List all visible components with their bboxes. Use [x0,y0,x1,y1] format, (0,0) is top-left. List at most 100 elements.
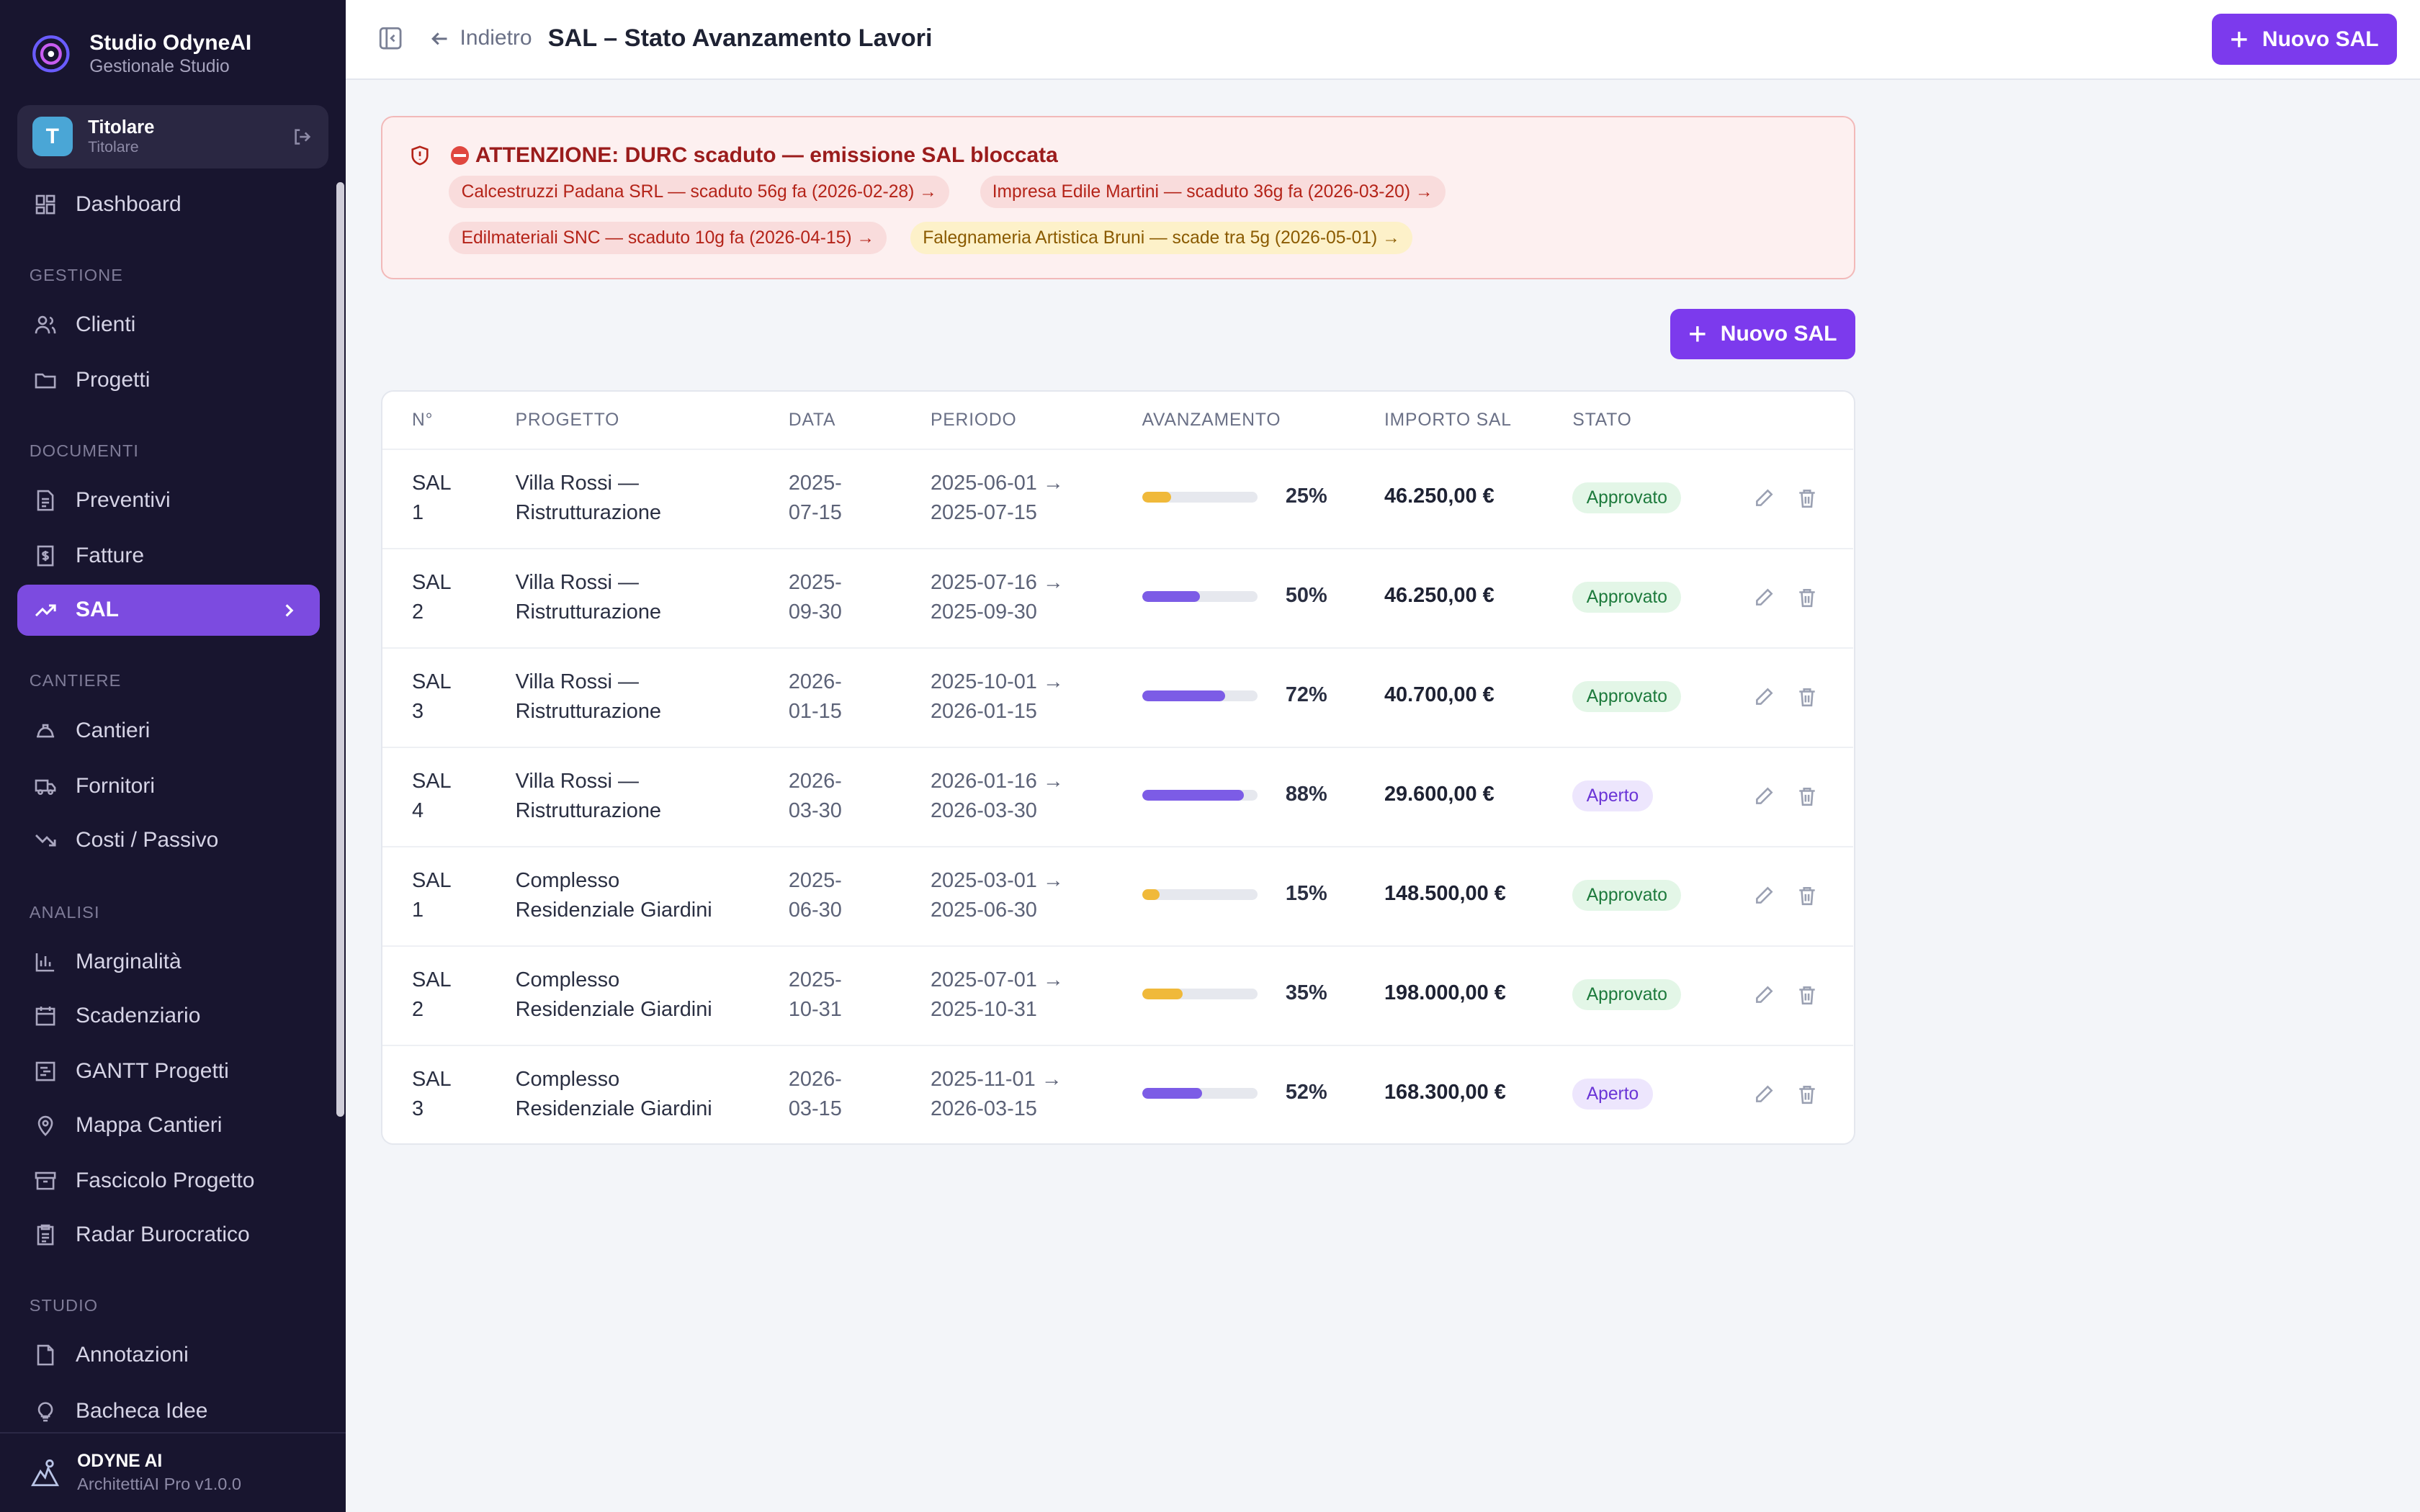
sal-number: SAL 3 [412,667,452,726]
table-row[interactable]: SAL 4 Villa Rossi — Ristrutturazione 2026- 03… [382,747,1854,845]
status-badge: Approvato [1572,582,1682,613]
hard-hat-icon [37,724,55,737]
sidebar-item-gantt[interactable]: GANTT Progetti [17,1046,320,1097]
plus-icon [2231,31,2247,48]
new-sal-button[interactable]: Nuovo SAL [1670,308,1855,360]
sidebar-scrollbar[interactable] [336,181,344,1117]
durc-chip-calcestruzzi[interactable]: Calcestruzzi Padana SRL — scaduto 56g fa… [449,176,949,209]
status-badge: Approvato [1572,880,1682,912]
delete-icon[interactable] [1796,1084,1818,1105]
logout-icon[interactable] [292,126,313,148]
progress-percent: 88% [1285,782,1327,806]
sidebar-item-label: Fatture [75,544,145,568]
sal-date: 2026- 03-15 [789,1065,842,1123]
delete-icon[interactable] [1796,686,1818,708]
project-name-line2: Ristrutturazione [515,798,661,822]
sal-period-end: 2025-07-15 [930,500,1037,524]
section-label-gestione: GESTIONE [29,265,124,284]
sal-amount: 148.500,00 € [1384,881,1506,905]
progress-percent: 52% [1285,1080,1327,1104]
odyne-logo-icon [30,1459,59,1486]
column-header-data: DATA [788,410,836,430]
sidebar: Studio OdyneAI Gestionale Studio T Titol… [0,0,346,1512]
durc-chip-martini[interactable]: Impresa Edile Martini — scaduto 36g fa (… [980,176,1446,209]
table-row[interactable]: SAL 3 Villa Rossi — Ristrutturazione 2026- 01… [382,647,1854,746]
project-name: Villa Rossi — Ristrutturazione [516,469,661,527]
sal-number-value: 2 [411,600,424,624]
delete-icon[interactable] [1796,786,1818,807]
sidebar-item-clienti[interactable]: Clienti [17,300,320,351]
sal-period: 2025-11-01 → 2026-03-15 [931,1065,1062,1123]
sidebar-item-fascicolo[interactable]: Fascicolo Progetto [17,1156,320,1207]
progress-percent: 35% [1285,981,1327,1004]
column-header-importo: IMPORTO SAL [1384,410,1512,430]
sal-number-value: 3 [411,1097,424,1120]
topbar: Indietro SAL – Stato Avanzamento Lavori … [346,0,2420,81]
progress-bar-fill [1142,889,1160,901]
progress-bar-fill [1142,591,1200,603]
sidebar-item-bacheca[interactable]: Bacheca Idee [17,1385,320,1436]
table-row[interactable]: SAL 3 Complesso Residenziale Giardini 2026- 0… [382,1045,1854,1143]
project-name-line1: Villa Rossi — [515,670,639,694]
brand[interactable]: Studio OdyneAI Gestionale Studio [31,31,251,77]
sal-amount: 29.600,00 € [1384,782,1494,806]
sal-amount: 46.250,00 € [1384,484,1494,508]
sal-number-prefix: SAL [411,472,452,495]
sidebar-item-scadenziario[interactable]: Scadenziario [17,991,320,1042]
folder-icon [35,373,56,389]
invoice-icon [37,546,54,567]
edit-icon[interactable] [1753,885,1775,906]
sidebar-item-radar[interactable]: Radar Burocratico [17,1210,320,1261]
sidebar-item-label: Mappa Cantieri [75,1113,223,1138]
delete-icon[interactable] [1796,587,1818,608]
table-row[interactable]: SAL 2 Complesso Residenziale Giardini 2025- 1… [382,945,1854,1044]
sal-date-line1: 2025- [788,571,842,595]
back-link[interactable]: Indietro [431,26,532,50]
edit-icon[interactable] [1753,984,1775,1006]
sidebar-item-mappa[interactable]: Mappa Cantieri [17,1100,320,1151]
project-name-line2: Ristrutturazione [515,500,661,524]
sidebar-item-costi[interactable]: Costi / Passivo [17,814,320,865]
sidebar-item-fornitori[interactable]: Fornitori [17,760,320,811]
progress-bar [1142,690,1258,702]
edit-icon[interactable] [1753,587,1775,608]
delete-icon[interactable] [1796,984,1818,1006]
edit-icon[interactable] [1753,487,1775,509]
sidebar-item-sal[interactable]: SAL [17,585,320,636]
sal-number-value: 1 [411,898,424,922]
sal-period: 2026-01-16 → 2026-03-30 [931,767,1064,825]
sidebar-item-cantieri[interactable]: Cantieri [17,705,320,756]
sidebar-item-preventivi[interactable]: Preventivi [17,475,320,526]
sidebar-item-fatture[interactable]: Fatture [17,531,320,582]
sidebar-item-progetti[interactable]: Progetti [17,355,320,406]
sidebar-item-marginalita[interactable]: Marginalità [17,937,320,988]
sidebar-item-dashboard[interactable]: Dashboard [17,179,320,230]
clipboard-icon [37,1224,54,1246]
project-name-line2: Residenziale Giardini [515,1097,712,1120]
project-name-line2: Ristrutturazione [515,600,661,624]
delete-icon[interactable] [1796,885,1818,906]
sidebar-item-annotazioni[interactable]: Annotazioni [17,1330,320,1381]
status-badge: Approvato [1572,681,1682,713]
progress-bar [1142,492,1258,503]
project-name: Villa Rossi — Ristrutturazione [516,667,661,726]
edit-icon[interactable] [1753,786,1775,807]
project-name: Villa Rossi — Ristrutturazione [516,767,661,825]
sidebar-toggle-icon[interactable] [378,26,403,50]
new-sal-button-top[interactable]: Nuovo SAL [2211,14,2397,65]
sal-date: 2025- 09-30 [789,568,842,626]
durc-chip-edilmateriali[interactable]: Edilmateriali SNC — scaduto 10g fa (2026… [449,222,887,255]
edit-icon[interactable] [1753,1084,1775,1105]
sidebar-item-label: Radar Burocratico [75,1223,250,1247]
new-sal-label: Nuovo SAL [1720,321,1837,346]
table-row[interactable]: SAL 1 Complesso Residenziale Giardini 2025- 0… [382,846,1854,945]
table-row[interactable]: SAL 1 Villa Rossi — Ristrutturazione 2025- 07… [382,449,1854,547]
delete-icon[interactable] [1796,487,1818,509]
user-card[interactable]: T Titolare Titolare [17,104,329,168]
edit-icon[interactable] [1753,686,1775,708]
document-icon [37,490,54,511]
section-label-analisi: ANALISI [29,902,100,922]
durc-chip-bruni[interactable]: Falegnameria Artistica Bruni — scade tra… [910,222,1412,255]
sal-number-prefix: SAL [411,571,452,595]
table-row[interactable]: SAL 2 Villa Rossi — Ristrutturazione 2025- 09… [382,548,1854,647]
